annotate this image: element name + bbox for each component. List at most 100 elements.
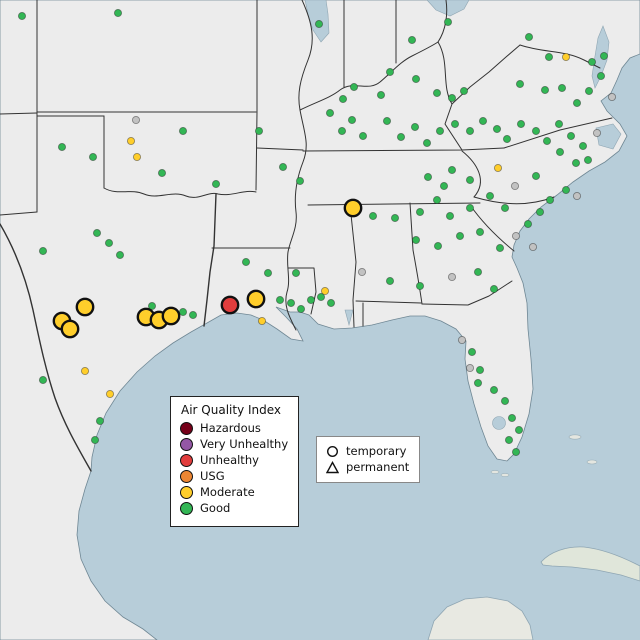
monitor-point-good[interactable]: [492, 124, 502, 134]
monitor-point-good[interactable]: [410, 122, 420, 132]
monitor-point-moderate[interactable]: [257, 316, 267, 326]
monitor-point-good[interactable]: [211, 179, 221, 189]
monitor-point-good[interactable]: [113, 8, 123, 18]
monitor-point-good[interactable]: [447, 165, 457, 175]
monitor-point-good[interactable]: [435, 126, 445, 136]
monitor-point-good[interactable]: [415, 281, 425, 291]
monitor-point-moderate[interactable]: [80, 366, 90, 376]
monitor-point-no_data[interactable]: [447, 272, 457, 282]
monitor-point-good[interactable]: [411, 235, 421, 245]
monitor-point-good[interactable]: [286, 298, 296, 308]
monitor-point-good[interactable]: [485, 191, 495, 201]
monitor-point-good[interactable]: [347, 115, 357, 125]
monitor-point-good[interactable]: [92, 228, 102, 238]
monitor-point-good[interactable]: [599, 51, 609, 61]
monitor-point-unhealthy[interactable]: [220, 295, 240, 315]
monitor-point-good[interactable]: [583, 155, 593, 165]
monitor-point-good[interactable]: [88, 152, 98, 162]
monitor-point-good[interactable]: [495, 243, 505, 253]
monitor-point-no_data[interactable]: [592, 128, 602, 138]
monitor-point-good[interactable]: [578, 141, 588, 151]
monitor-point-moderate[interactable]: [493, 163, 503, 173]
monitor-point-good[interactable]: [445, 211, 455, 221]
monitor-point-no_data[interactable]: [131, 115, 141, 125]
monitor-point-good[interactable]: [90, 435, 100, 445]
monitor-point-moderate[interactable]: [161, 306, 181, 326]
monitor-point-good[interactable]: [584, 86, 594, 96]
monitor-point-good[interactable]: [325, 108, 335, 118]
monitor-point-good[interactable]: [475, 365, 485, 375]
monitor-point-good[interactable]: [390, 213, 400, 223]
monitor-point-good[interactable]: [157, 168, 167, 178]
monitor-point-good[interactable]: [514, 425, 524, 435]
monitor-point-good[interactable]: [275, 295, 285, 305]
monitor-point-good[interactable]: [455, 231, 465, 241]
monitor-point-good[interactable]: [531, 126, 541, 136]
monitor-point-good[interactable]: [500, 396, 510, 406]
monitor-point-moderate[interactable]: [343, 198, 363, 218]
monitor-point-good[interactable]: [396, 132, 406, 142]
monitor-point-good[interactable]: [524, 32, 534, 42]
monitor-point-moderate[interactable]: [126, 136, 136, 146]
monitor-point-good[interactable]: [489, 284, 499, 294]
monitor-point-good[interactable]: [291, 268, 301, 278]
monitor-point-good[interactable]: [557, 83, 567, 93]
monitor-point-good[interactable]: [500, 203, 510, 213]
monitor-point-good[interactable]: [531, 171, 541, 181]
monitor-point-good[interactable]: [502, 134, 512, 144]
monitor-point-good[interactable]: [316, 292, 326, 302]
monitor-point-good[interactable]: [263, 268, 273, 278]
monitor-point-good[interactable]: [368, 211, 378, 221]
monitor-point-no_data[interactable]: [465, 363, 475, 373]
monitor-point-good[interactable]: [535, 207, 545, 217]
monitor-point-good[interactable]: [432, 195, 442, 205]
monitor-point-good[interactable]: [511, 447, 521, 457]
monitor-point-good[interactable]: [596, 71, 606, 81]
monitor-point-good[interactable]: [358, 131, 368, 141]
monitor-point-good[interactable]: [349, 82, 359, 92]
monitor-point-good[interactable]: [587, 57, 597, 67]
monitor-point-no_data[interactable]: [528, 242, 538, 252]
monitor-point-good[interactable]: [555, 147, 565, 157]
monitor-point-moderate[interactable]: [320, 286, 330, 296]
monitor-point-moderate[interactable]: [246, 289, 266, 309]
monitor-point-moderate[interactable]: [60, 319, 80, 339]
monitor-point-good[interactable]: [295, 176, 305, 186]
monitor-point-no_data[interactable]: [607, 92, 617, 102]
monitor-point-good[interactable]: [326, 298, 336, 308]
monitor-point-good[interactable]: [439, 181, 449, 191]
monitor-point-good[interactable]: [515, 79, 525, 89]
monitor-point-good[interactable]: [296, 304, 306, 314]
monitor-point-good[interactable]: [57, 142, 67, 152]
monitor-point-good[interactable]: [38, 375, 48, 385]
monitor-point-moderate[interactable]: [132, 152, 142, 162]
monitor-point-good[interactable]: [465, 126, 475, 136]
monitor-point-good[interactable]: [540, 85, 550, 95]
monitor-point-good[interactable]: [178, 126, 188, 136]
monitor-point-good[interactable]: [572, 98, 582, 108]
monitor-point-good[interactable]: [38, 246, 48, 256]
monitor-point-good[interactable]: [443, 17, 453, 27]
monitor-point-no_data[interactable]: [572, 191, 582, 201]
monitor-point-good[interactable]: [516, 119, 526, 129]
monitor-point-good[interactable]: [473, 378, 483, 388]
monitor-point-good[interactable]: [459, 86, 469, 96]
monitor-point-no_data[interactable]: [511, 231, 521, 241]
monitor-point-good[interactable]: [382, 116, 392, 126]
monitor-point-good[interactable]: [278, 162, 288, 172]
monitor-point-good[interactable]: [489, 385, 499, 395]
monitor-point-moderate[interactable]: [105, 389, 115, 399]
monitor-point-good[interactable]: [337, 126, 347, 136]
monitor-point-good[interactable]: [411, 74, 421, 84]
monitor-point-good[interactable]: [241, 257, 251, 267]
monitor-point-moderate[interactable]: [75, 297, 95, 317]
monitor-point-good[interactable]: [507, 413, 517, 423]
monitor-point-good[interactable]: [104, 238, 114, 248]
monitor-point-good[interactable]: [571, 158, 581, 168]
monitor-point-good[interactable]: [544, 52, 554, 62]
monitor-point-good[interactable]: [566, 131, 576, 141]
monitor-point-moderate[interactable]: [561, 52, 571, 62]
monitor-point-no_data[interactable]: [357, 267, 367, 277]
monitor-point-good[interactable]: [542, 136, 552, 146]
monitor-point-good[interactable]: [554, 119, 564, 129]
